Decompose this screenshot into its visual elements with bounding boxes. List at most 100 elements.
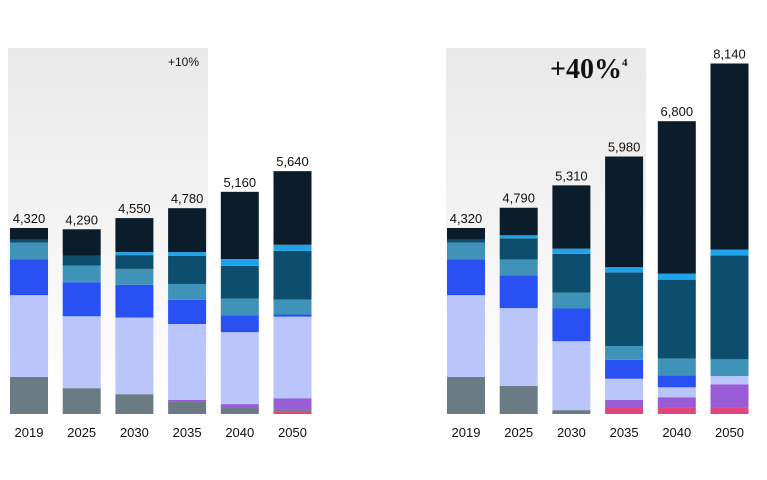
bar-segment	[657, 397, 696, 408]
bar-segment	[657, 279, 696, 359]
bar-segment	[168, 255, 207, 284]
total-label: 5,980	[608, 140, 641, 155]
bar-segment	[605, 267, 644, 273]
bar-segment	[220, 258, 259, 266]
bar-segment	[710, 376, 749, 385]
x-tick-label: 2025	[504, 425, 533, 440]
bar-segment	[10, 227, 48, 240]
total-label: 8,140	[713, 47, 746, 62]
bar-segment	[710, 359, 749, 377]
bar-segment	[168, 401, 207, 414]
bar-segment	[220, 332, 259, 405]
bar-segment	[447, 376, 485, 414]
bar-segment	[605, 378, 644, 400]
bar-segment	[10, 239, 48, 243]
total-label: 5,640	[276, 154, 309, 169]
x-tick-label: 2050	[278, 425, 307, 440]
x-tick-label: 2019	[15, 425, 44, 440]
bar-segment	[710, 63, 749, 250]
total-label: 4,790	[502, 191, 535, 206]
growth-value: +40%	[550, 54, 622, 85]
bar-segment	[499, 275, 538, 309]
bar-segment	[10, 242, 48, 260]
growth-annotation: +40%4	[550, 54, 628, 85]
bar-segment	[447, 239, 485, 243]
bar-segment	[273, 299, 312, 315]
bar-segment	[605, 399, 644, 408]
bar-segment	[168, 283, 207, 300]
bar-segment	[657, 358, 696, 376]
bar-segment	[273, 250, 312, 300]
x-tick-label: 2030	[557, 425, 586, 440]
bar-segment	[657, 121, 696, 274]
bar-segment	[10, 295, 48, 377]
bar-segment	[115, 218, 154, 253]
bar-segment	[168, 299, 207, 325]
bar-segment	[62, 316, 101, 389]
bar-segment	[499, 207, 538, 236]
bar-segment	[605, 345, 644, 360]
bar-segment	[273, 409, 312, 412]
total-label: 5,310	[555, 168, 588, 183]
bar-segment	[62, 388, 101, 414]
bar-segment	[552, 410, 591, 414]
bar-segment	[168, 252, 207, 256]
bar-segment	[552, 308, 591, 342]
total-label: 4,780	[171, 191, 204, 206]
bar-segment	[605, 407, 644, 414]
bar-segment	[115, 284, 154, 318]
bar-segment	[220, 265, 259, 299]
bar-segment	[273, 244, 312, 251]
x-tick-label: 2050	[715, 425, 744, 440]
bar-segment	[10, 376, 48, 414]
x-tick-label: 2035	[610, 425, 639, 440]
bar-segment	[115, 317, 154, 395]
bar-segment	[605, 359, 644, 379]
bar-segment	[657, 273, 696, 280]
bar-segment	[552, 253, 591, 293]
total-label: 5,160	[224, 175, 257, 190]
bar-segment	[115, 252, 154, 256]
bar-segment	[273, 171, 312, 245]
bar-segment	[605, 156, 644, 268]
bar-segment	[447, 227, 485, 240]
total-label: 4,320	[13, 211, 46, 226]
bar-segment	[552, 292, 591, 309]
growth-annotation: +10%	[168, 55, 199, 69]
total-label: 4,290	[65, 212, 98, 227]
bar-segment	[499, 259, 538, 276]
bar-segment	[273, 411, 312, 414]
bar-segment	[552, 341, 591, 411]
bar-segment	[62, 282, 101, 317]
bar-segment	[115, 255, 154, 269]
bar-segment	[710, 407, 749, 414]
bar-segment	[62, 229, 101, 256]
bar-segment	[273, 314, 312, 317]
bar-segment	[499, 308, 538, 387]
bar-segment	[115, 394, 154, 414]
x-tick-label: 2040	[662, 425, 691, 440]
bar-segment	[499, 386, 538, 414]
bar-segment	[220, 315, 259, 333]
bar-segment	[657, 387, 696, 398]
bar-segment	[552, 185, 591, 249]
x-tick-label: 2030	[120, 425, 149, 440]
x-tick-label: 2040	[225, 425, 254, 440]
bar-segment	[710, 249, 749, 256]
bar-segment	[168, 208, 207, 253]
x-tick-label: 2035	[173, 425, 202, 440]
bar-segment	[657, 407, 696, 414]
bar-segment	[62, 265, 101, 283]
bar-segment	[168, 324, 207, 400]
bar-segment	[657, 375, 696, 388]
bar-segment	[168, 399, 207, 402]
x-tick-label: 2025	[67, 425, 96, 440]
bar-segment	[273, 398, 312, 410]
bar-segment	[220, 407, 259, 414]
bar-segment	[115, 268, 154, 285]
total-label: 4,320	[450, 211, 483, 226]
bar-segment	[447, 259, 485, 296]
bar-segment	[447, 295, 485, 377]
bar-segment	[220, 404, 259, 408]
